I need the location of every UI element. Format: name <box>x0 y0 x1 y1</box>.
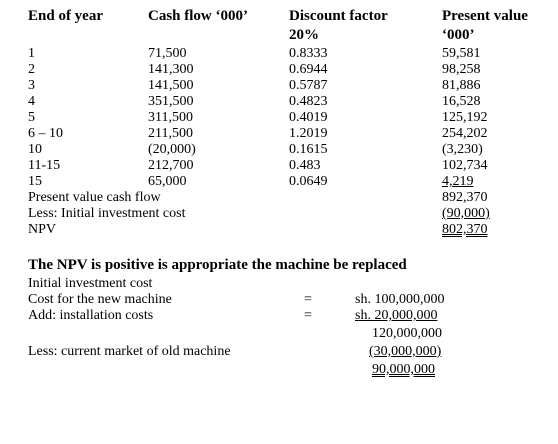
header-present-value: Present value <box>442 8 528 24</box>
header-pv-unit: ‘000’ <box>442 27 475 43</box>
investment-value: sh. 20,000,000 <box>355 308 438 323</box>
row-present-value: 81,886 <box>442 78 481 93</box>
investment-subtotal: 120,000,000 <box>372 326 442 341</box>
row-present-value: 98,258 <box>442 62 481 77</box>
investment-heading: Initial investment cost <box>28 276 153 291</box>
investment-value: (30,000,000) <box>369 344 442 359</box>
row-cash-flow: 71,500 <box>148 46 187 61</box>
npv-label: NPV <box>28 222 57 237</box>
summary-label: Present value cash flow <box>28 190 161 205</box>
row-year: 5 <box>28 110 35 125</box>
row-year: 15 <box>28 174 42 189</box>
header-cash-flow: Cash flow ‘000’ <box>148 8 248 24</box>
npv-value: 802,370 <box>442 222 488 237</box>
row-present-value: 59,581 <box>442 46 481 61</box>
row-cash-flow: 141,300 <box>148 62 194 77</box>
equals-sign: = <box>304 308 312 323</box>
investment-label: Less: current market of old machine <box>28 344 231 359</box>
summary-value: 892,370 <box>442 190 488 205</box>
row-discount-factor: 0.1615 <box>289 142 328 157</box>
row-cash-flow: 211,500 <box>148 126 193 141</box>
row-cash-flow: 65,000 <box>148 174 187 189</box>
row-discount-factor: 0.0649 <box>289 174 328 189</box>
row-year: 4 <box>28 94 35 109</box>
row-discount-factor: 0.8333 <box>289 46 328 61</box>
row-present-value: 4,219 <box>442 174 474 189</box>
header-discount-factor: Discount factor <box>289 8 388 24</box>
row-cash-flow: 141,500 <box>148 78 194 93</box>
investment-label: Add: installation costs <box>28 308 154 323</box>
conclusion-text: The NPV is positive is appropriate the m… <box>28 257 407 273</box>
row-discount-factor: 0.483 <box>289 158 321 173</box>
summary-value: (90,000) <box>442 206 490 221</box>
investment-total: 90,000,000 <box>372 362 435 377</box>
row-present-value: 254,202 <box>442 126 488 141</box>
row-present-value: 102,734 <box>442 158 488 173</box>
row-cash-flow: (20,000) <box>148 142 196 157</box>
row-year: 10 <box>28 142 42 157</box>
row-discount-factor: 0.6944 <box>289 62 328 77</box>
row-discount-factor: 1.2019 <box>289 126 328 141</box>
row-cash-flow: 351,500 <box>148 94 194 109</box>
row-cash-flow: 311,500 <box>148 110 193 125</box>
row-discount-factor: 0.4019 <box>289 110 328 125</box>
row-year: 2 <box>28 62 35 77</box>
row-year: 6 – 10 <box>28 126 63 141</box>
equals-sign: = <box>304 292 312 307</box>
row-year: 3 <box>28 78 35 93</box>
header-discount-rate: 20% <box>289 27 319 43</box>
row-year: 1 <box>28 46 35 61</box>
summary-label: Less: Initial investment cost <box>28 206 186 221</box>
row-present-value: 125,192 <box>442 110 488 125</box>
row-present-value: 16,528 <box>442 94 481 109</box>
row-discount-factor: 0.5787 <box>289 78 328 93</box>
investment-value: sh. 100,000,000 <box>355 292 445 307</box>
investment-label: Cost for the new machine <box>28 292 172 307</box>
row-cash-flow: 212,700 <box>148 158 194 173</box>
row-discount-factor: 0.4823 <box>289 94 328 109</box>
header-end-of-year: End of year <box>28 8 103 24</box>
row-present-value: (3,230) <box>442 142 483 157</box>
row-year: 11-15 <box>28 158 61 173</box>
